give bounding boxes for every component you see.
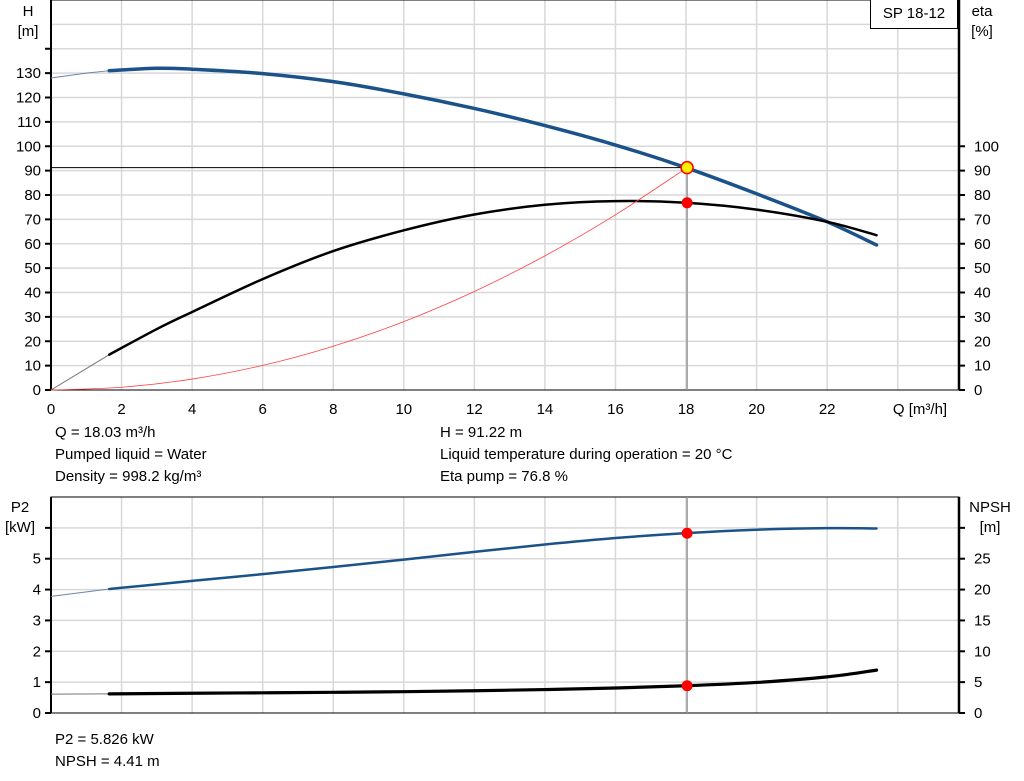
left-tick-label: 90: [24, 163, 41, 180]
x-tick-label: 0: [47, 401, 55, 418]
right-tick-label: 100: [974, 138, 999, 155]
series-extrapolation-eta: [50, 354, 110, 391]
left-tick-label: 1: [33, 674, 41, 691]
series-eta: [107, 199, 878, 356]
left-axis-label: H: [23, 3, 34, 20]
left-axis-label: P2: [11, 499, 29, 516]
info-bottom: P2 = 5.826 kW NPSH = 4.41 m: [55, 729, 160, 773]
left-tick-label: 100: [16, 138, 41, 155]
left-tick-label: 20: [24, 333, 41, 350]
left-tick-label: 5: [33, 551, 41, 568]
left-tick-label: 50: [24, 260, 41, 277]
left-tick-label: 3: [33, 612, 41, 629]
x-tick-label: 10: [395, 401, 412, 418]
right-tick-label: 40: [974, 285, 991, 302]
series-h: [107, 66, 879, 247]
right-tick-label: 80: [974, 187, 991, 204]
right-axis-label: [m]: [980, 519, 1001, 536]
right-axis-label: eta: [972, 3, 994, 20]
left-tick-label: 80: [24, 187, 41, 204]
left-tick-label: 0: [33, 382, 41, 399]
x-axis-label: Q [m³/h]: [893, 401, 947, 418]
left-tick-label: 110: [17, 114, 41, 131]
left-tick-label: 0: [33, 705, 41, 722]
right-tick-label: 70: [974, 211, 991, 228]
series-p2: [107, 526, 878, 591]
left-tick-label: 40: [24, 285, 41, 302]
right-tick-label: 30: [974, 309, 991, 326]
right-tick-label: 5: [974, 674, 982, 691]
npsh-duty-point: [681, 680, 693, 692]
left-tick-label: 30: [24, 309, 41, 326]
right-tick-label: 0: [974, 705, 982, 722]
series-npsh: [107, 668, 879, 696]
right-tick-label: 15: [974, 612, 991, 629]
right-tick-label: 10: [974, 358, 991, 375]
x-tick-label: 12: [466, 401, 483, 418]
x-tick-label: 8: [329, 401, 337, 418]
x-tick-label: 14: [537, 401, 554, 418]
x-tick-label: 22: [819, 401, 836, 418]
liquid-readout: Pumped liquid = Water: [55, 446, 207, 463]
right-tick-label: 25: [974, 551, 991, 568]
npsh-readout: NPSH = 4.41 m: [55, 753, 160, 770]
left-tick-label: 70: [24, 211, 41, 228]
right-tick-label: 60: [974, 236, 991, 253]
info-right-top: H = 91.22 m Liquid temperature during op…: [440, 422, 732, 488]
left-axis-label: [kW]: [5, 519, 35, 536]
series-extrapolation-h: [50, 70, 110, 79]
density-readout: Density = 998.2 kg/m³: [55, 468, 202, 485]
right-tick-label: 50: [974, 260, 991, 277]
left-tick-label: 60: [24, 236, 41, 253]
chart-title: SP 18-12: [870, 0, 958, 29]
right-tick-label: 0: [974, 382, 982, 399]
right-tick-label: 10: [974, 643, 991, 660]
left-tick-label: 130: [16, 65, 41, 82]
right-axis-label: NPSH: [969, 499, 1011, 516]
x-tick-label: 20: [748, 401, 765, 418]
left-tick-label: 2: [33, 643, 41, 660]
x-tick-label: 16: [607, 401, 624, 418]
x-tick-label: 6: [259, 401, 267, 418]
right-tick-label: 20: [974, 333, 991, 350]
left-tick-label: 120: [16, 90, 41, 107]
x-tick-label: 18: [678, 401, 695, 418]
left-tick-label: 10: [24, 358, 41, 375]
x-tick-label: 4: [188, 401, 196, 418]
right-tick-label: 20: [974, 582, 991, 599]
p2-duty-point: [681, 527, 693, 539]
eta-duty-point: [681, 197, 693, 209]
temperature-readout: Liquid temperature during operation = 20…: [440, 446, 733, 463]
p2-readout: P2 = 5.826 kW: [55, 731, 154, 748]
flow-readout: Q = 18.03 m³/h: [55, 424, 156, 441]
series-system-curve: [50, 167, 688, 391]
right-axis-label: [%]: [971, 23, 993, 40]
eta-readout: Eta pump = 76.8 %: [440, 468, 568, 485]
head-duty-point: [680, 160, 694, 175]
left-tick-label: 4: [33, 582, 41, 599]
head-readout: H = 91.22 m: [440, 424, 523, 441]
series-extrapolation-p2: [50, 588, 110, 597]
right-tick-label: 90: [974, 163, 991, 180]
left-axis-label: [m]: [18, 23, 39, 40]
info-left-top: Q = 18.03 m³/h Pumped liquid = Water Den…: [55, 422, 207, 488]
x-tick-label: 2: [117, 401, 125, 418]
